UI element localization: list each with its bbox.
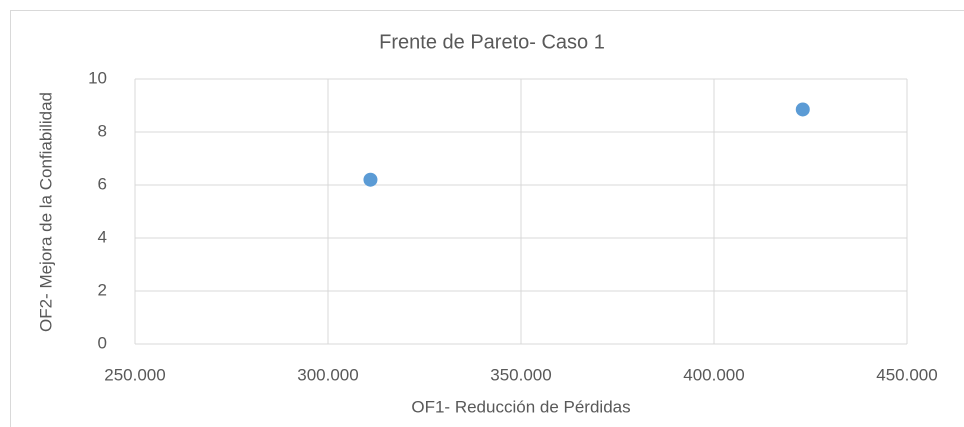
y-tick-label: 6 [98,174,107,193]
chart-title: Frente de Pareto- Caso 1 [379,31,605,53]
point [795,102,810,117]
x-tick-label: 450.000 [876,365,937,384]
x-tick-label: 400.000 [683,365,744,384]
y-axis-label: OF2- Mejora de la Confiabilidad [36,92,55,332]
chart-frame [10,10,964,427]
y-tick-label: 2 [98,280,107,299]
y-tick-label: 0 [98,333,107,352]
point [363,172,378,187]
x-tick-label: 300.000 [297,365,358,384]
y-tick-label: 8 [98,121,107,140]
x-tick-label: 250.000 [104,365,165,384]
y-tick-label: 10 [88,68,107,87]
y-tick-label: 4 [98,227,107,246]
x-axis-label: OF1- Reducción de Pérdidas [411,397,630,416]
x-tick-label: 350.000 [490,365,551,384]
